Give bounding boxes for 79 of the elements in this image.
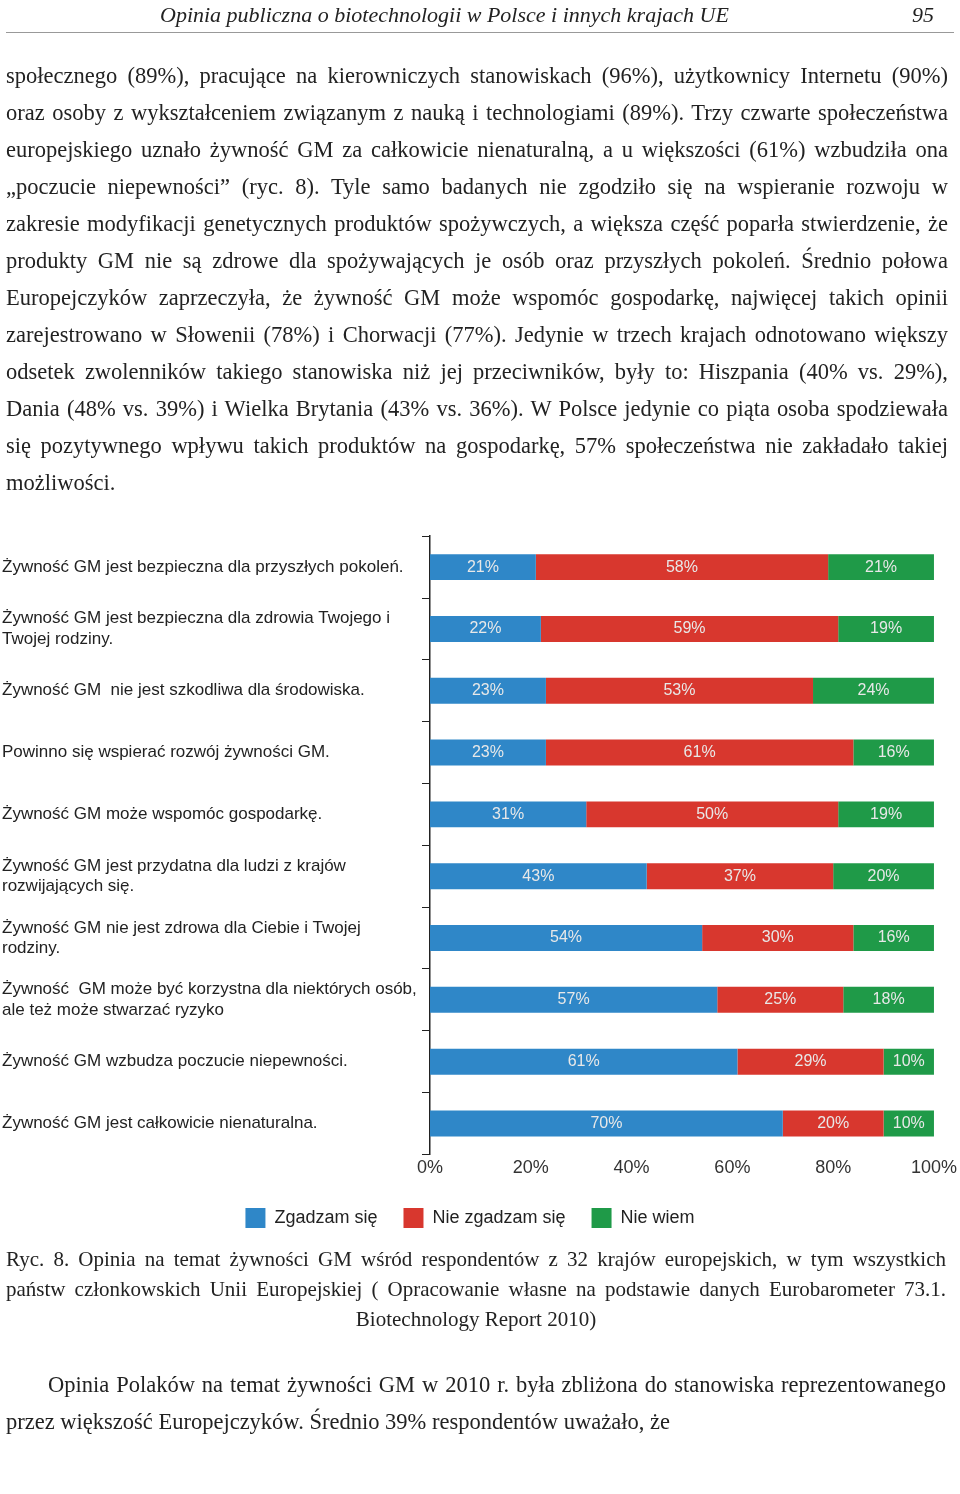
text: Ryc. 8. Opinia na temat żywności GM wśród respondentów z 32 krajów europejskich, w tym wszystkich państw członkowskich Unii Europejskiej ( Opracowanie własne na podstawie danych Eurobarometer 73.1. Biotechnology Report 2010) [6,1246,946,1333]
x-tick-label: 0% [416,1157,444,1178]
data-label: 30% [761,928,794,946]
data-label: 37% [723,866,756,884]
y-tick-label: Żywność GM wzbudza poczucie niepewności. [2,1051,348,1071]
data-label: 23% [471,742,504,760]
data-label: 29% [794,1052,827,1070]
bar [586,801,839,828]
data-label: 22% [469,619,502,637]
data-label: 16% [877,742,910,760]
text: społecznego (89%), pracujące na kierowniczych stanowiskach (96%), użytkownicy Internetu (90%) oraz osoby z wykształceniem związanym z nauką i technologiami (89%). Trzy czwarte społeczeństwa europejskiego uznało żywność GM za całkowicie nienaturalną, a u większości (61%) wzbudziła ona „poczucie niepewności” (ryc. 8). Tyle samo badanych nie zgodziło się na wspieranie rozwoju w zakresie modyfikacji genetycznych produktów spożywczych, a większa część poparła stwierdzenie, że produkty GM nie są zdrowe dla spożywających je osób oraz przyszłych pokoleń. Średnio połowa Europejczyków zaprzeczyła, że żywność GM może wspomóc gospodarkę, najwięcej takich opinii zarejestrowano w Słowenii (78%) i Chorwacji (77%). Jedynie w trzech krajach odnotowano większy odsetek zwolenników takiego stanowiska niż jej przeciwników, były to: Hiszpania (40% vs. 29%), Dania (48% vs. 39%) i Wielka Brytania (43% vs. 36%). W Polsce jedynie co piąta osoba spodziewała się pozytywnego wpływu takich produktów na gospodarkę, 57% społeczeństwa nie zakładało takiej możliwości. [6,63,948,495]
y-tick-label: Żywność GM jest przydatna dla ludzi z krajów rozwijających się. [2,855,347,896]
bar [737,1048,884,1075]
data-label: 20% [817,1113,850,1131]
bar [430,554,536,581]
x-tick-label: 60% [714,1157,751,1178]
bar [430,863,647,890]
bar [430,925,703,952]
data-label: 54% [550,928,583,946]
data-label: 20% [867,866,900,884]
y-tick-label: Żywność GM jest bezpieczna dla zdrowia Twojego i Twojej rodziny. [2,608,391,648]
bar [430,1048,738,1075]
data-label: 21% [865,557,898,575]
bar [813,677,934,704]
y-tick-label: Żywność GM nie jest zdrowa dla Ciebie i Twojej rodziny. [2,917,361,957]
data-label: 10% [892,1113,925,1131]
y-tick-label: Żywność GM nie jest szkodliwa dla środowiska. [2,680,365,700]
bar [843,986,934,1013]
bar [535,554,829,581]
data-label: 61% [683,742,716,760]
bar [430,677,546,704]
y-tick-label: Powinno się wspierać rozwój żywności GM. [2,742,330,762]
y-tick-label: Żywność GM może być korzystna dla niektórych osób, ale też może stwarzać ryzyko [2,979,417,1019]
text: 95 [912,2,934,28]
data-label: 16% [877,928,910,946]
bar [545,677,814,704]
data-label: 25% [764,990,797,1008]
legend-label: Nie zgadzam się [432,1206,566,1227]
data-label: 24% [857,681,890,699]
bar [833,863,934,890]
legend-label: Zgadzam się [274,1206,378,1227]
bar [430,739,546,766]
data-label: 70% [590,1113,623,1131]
data-label: 58% [665,557,699,575]
data-label: 21% [466,557,499,575]
data-label: 61% [567,1052,600,1070]
data-label: 50% [696,804,729,822]
bar [828,554,934,581]
x-tick-label: 100% [910,1157,957,1178]
bar [430,615,541,642]
bar [838,801,934,828]
bar [838,615,934,642]
bar [430,1110,783,1137]
bar [430,801,587,828]
y-tick-label: Żywność GM jest całkowicie nienaturalna. [2,1113,318,1133]
bar [430,986,718,1013]
data-label: 10% [892,1052,925,1070]
data-label: 19% [870,619,903,637]
bar [540,615,839,642]
data-label: 19% [870,804,903,822]
data-label: 53% [663,681,696,699]
x-tick-label: 20% [512,1157,549,1178]
text: Opinia publiczna o biotechnologii w Polsce i innych krajach UE [160,2,729,28]
legend-label: Nie wiem [620,1206,695,1227]
x-tick-label: 80% [815,1157,852,1178]
data-label: 23% [471,681,504,699]
bar [702,925,854,952]
y-tick-label: Żywność GM może wspomóc gospodarkę. [2,804,323,824]
bar [545,739,854,766]
bar [717,986,844,1013]
bar [646,863,834,890]
data-label: 18% [872,990,905,1008]
data-label: 43% [522,866,555,884]
y-tick-label: Żywność GM jest bezpieczna dla przyszłych pokoleń. [2,556,404,576]
data-label: 31% [492,804,525,822]
text: Opinia Polaków na temat żywności GM w 2010 r. była zbliżona do stanowiska reprezentowanego przez większość Europejczyków. Średnio 39% respondentów uważało, że [6,1371,946,1436]
data-label: 57% [557,990,590,1008]
x-tick-label: 40% [613,1157,650,1178]
data-label: 59% [673,619,706,637]
